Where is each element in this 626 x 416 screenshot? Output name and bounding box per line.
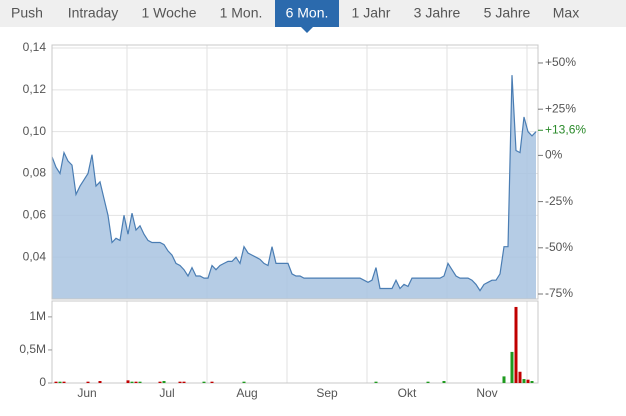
volume-bar xyxy=(374,381,378,383)
x-tick-label: Jun xyxy=(77,386,96,400)
x-tick-label: Jul xyxy=(159,386,174,400)
volume-bar xyxy=(202,381,206,383)
volume-bar xyxy=(86,381,90,383)
volume-bar xyxy=(98,381,102,383)
y2-tick-label: -25% xyxy=(545,194,573,208)
tab[interactable]: Push xyxy=(11,5,43,21)
tab-selected-bg xyxy=(275,0,339,27)
y2-tick-label: +50% xyxy=(545,55,576,69)
price-area xyxy=(52,75,536,299)
volume-bar xyxy=(210,381,214,383)
y-tick-label: 0,10 xyxy=(23,124,47,138)
y2-tick-label: +25% xyxy=(545,101,576,115)
volume-bar xyxy=(54,381,58,383)
volume-bar xyxy=(158,381,162,383)
volume-bar xyxy=(518,371,522,383)
tab[interactable]: 1 Woche xyxy=(142,5,197,21)
volume-bar xyxy=(510,351,514,383)
tab[interactable]: Max xyxy=(553,5,579,21)
tab-pointer xyxy=(301,27,313,33)
tab[interactable]: 6 Mon. xyxy=(286,5,329,21)
y-tick-label: 0,06 xyxy=(23,208,47,222)
y2-tick-label: -75% xyxy=(545,286,573,300)
current-label: +13,6% xyxy=(545,122,586,136)
tab[interactable]: 3 Jahre xyxy=(414,5,461,21)
x-tick-label: Sep xyxy=(316,386,338,400)
price-line xyxy=(51,75,537,292)
x-tick-label: Aug xyxy=(236,386,257,400)
y-tick-label: 0,04 xyxy=(23,249,47,263)
volume-bar xyxy=(522,379,526,383)
x-tick-label: Nov xyxy=(476,386,497,400)
volume-tick-label: 0 xyxy=(39,375,46,389)
volume-bar xyxy=(526,379,530,383)
volume-bar xyxy=(530,381,534,383)
volume-bar xyxy=(126,380,130,383)
volume-bar xyxy=(502,376,506,383)
volume-frame xyxy=(51,300,539,384)
volume-bar xyxy=(178,381,182,383)
volume-bar xyxy=(182,381,186,383)
tab[interactable]: 1 Jahr xyxy=(352,5,391,21)
tab[interactable]: 1 Mon. xyxy=(220,5,263,21)
volume-bar xyxy=(242,381,246,383)
volume-bar xyxy=(162,381,166,383)
volume-bar xyxy=(58,381,62,383)
y-tick-label: 0,14 xyxy=(23,40,47,54)
x-tick-label: Okt xyxy=(398,386,417,400)
y2-tick-label: -50% xyxy=(545,240,573,254)
y2-tick-label: 0% xyxy=(545,148,563,162)
volume-tick-label: 1M xyxy=(29,309,46,323)
volume-bar xyxy=(138,381,142,383)
volume-tick-label: 0,5M xyxy=(19,342,46,356)
volume-bar xyxy=(62,381,66,383)
price-frame xyxy=(51,44,539,300)
volume-bar xyxy=(442,381,446,383)
volume-bar xyxy=(134,381,138,383)
tab[interactable]: 5 Jahre xyxy=(484,5,531,21)
y-tick-label: 0,12 xyxy=(23,82,47,96)
tab[interactable]: Intraday xyxy=(68,5,119,21)
y-tick-label: 0,08 xyxy=(23,166,47,180)
volume-bar xyxy=(130,381,134,383)
volume-bar xyxy=(514,306,518,383)
volume-bar xyxy=(426,381,430,383)
